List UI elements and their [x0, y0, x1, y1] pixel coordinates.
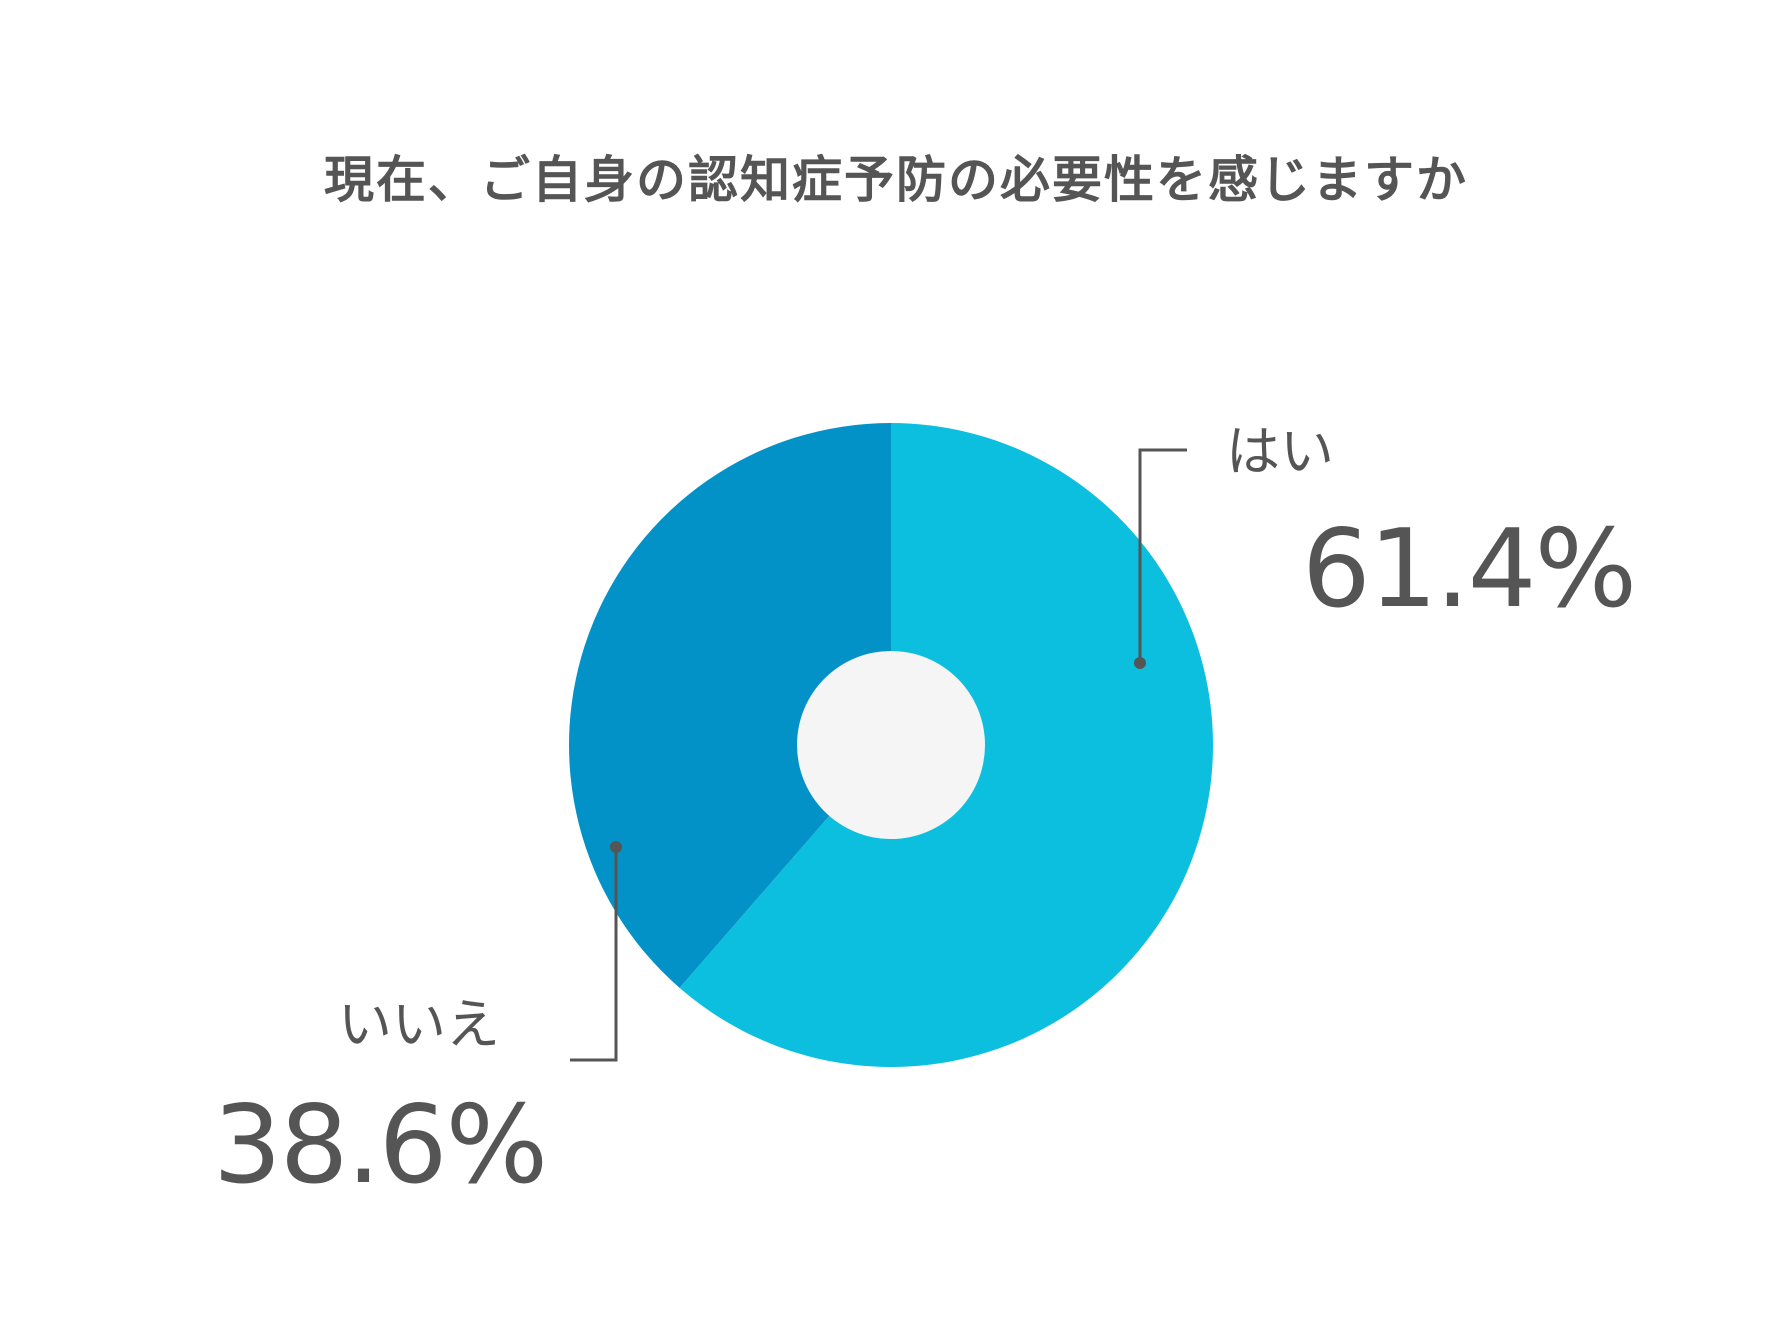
- leader-line-yes-dot: [1134, 657, 1146, 669]
- slice-value-no: 38.6%: [213, 1083, 546, 1208]
- slice-no: [568, 423, 891, 988]
- slice-label-no: いいえ: [338, 993, 500, 1056]
- slice-label-yes: はい: [1226, 420, 1334, 483]
- donut-hole: [797, 651, 985, 839]
- slice-value-yes: 61.4%: [1302, 507, 1635, 632]
- leader-line-yes: [1138, 448, 1187, 663]
- chart-title: 現在、ご自身の認知症予防の必要性を感じますか: [324, 151, 1468, 209]
- leader-line-no: [570, 847, 618, 1062]
- leader-line-no-dot: [610, 841, 622, 853]
